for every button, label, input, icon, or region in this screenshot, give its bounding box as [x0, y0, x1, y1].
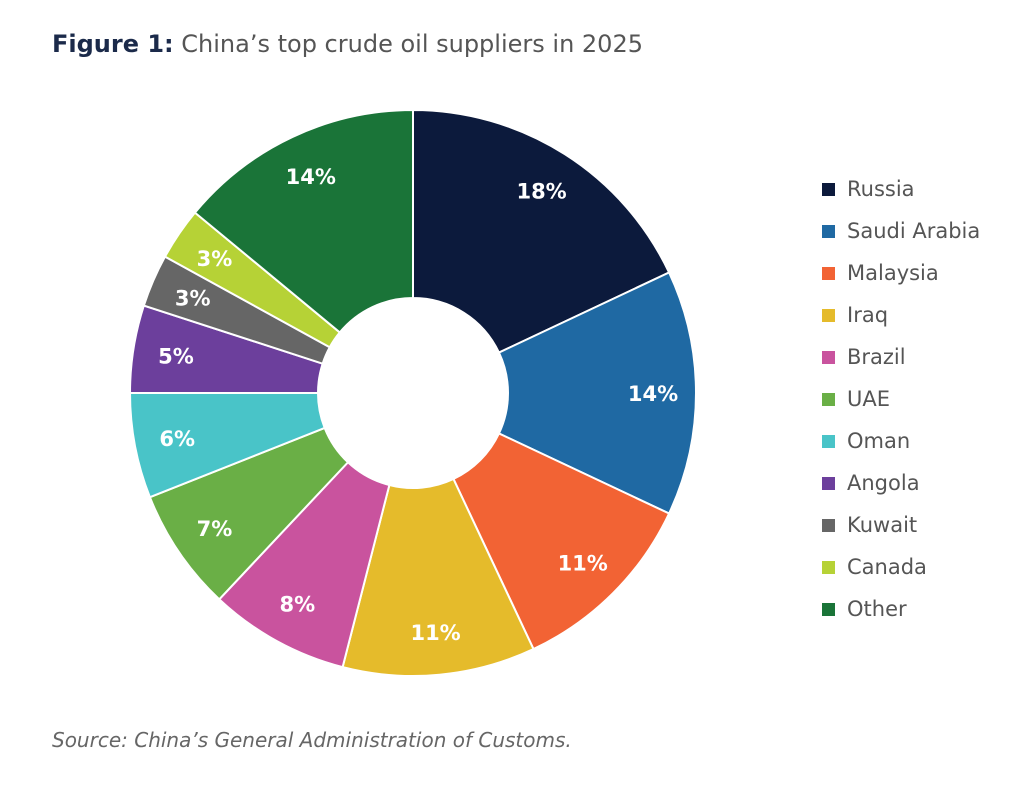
source-note: Source: China’s General Administration o…: [52, 728, 572, 752]
title-text: China’s top crude oil suppliers in 2025: [173, 30, 643, 58]
chart-title: Figure 1: China’s top crude oil supplier…: [52, 30, 643, 58]
data-label: 11%: [558, 552, 608, 576]
data-label: 11%: [410, 621, 460, 645]
legend-item: Other: [822, 588, 980, 630]
legend-swatch: [822, 560, 835, 574]
data-label: 18%: [516, 179, 566, 203]
legend-swatch: [822, 224, 835, 238]
legend-item: Canada: [822, 546, 980, 588]
legend-label: Angola: [847, 471, 920, 495]
slice-iraq: [341, 477, 535, 677]
legend-item: Iraq: [822, 294, 980, 336]
slice-russia: [412, 108, 671, 354]
legend-label: Oman: [847, 429, 911, 453]
legend-label: Brazil: [847, 345, 906, 369]
data-label: 3%: [197, 247, 233, 271]
legend-item: Russia: [822, 168, 980, 210]
legend-label: Russia: [847, 177, 915, 201]
data-label: 14%: [628, 382, 678, 406]
legend-item: Saudi Arabia: [822, 210, 980, 252]
legend: Russia Saudi Arabia Malaysia Iraq Brazil UAE O…: [822, 168, 980, 630]
slice-other: [193, 108, 414, 334]
legend-label: Saudi Arabia: [847, 219, 981, 243]
legend-swatch: [822, 434, 835, 448]
legend-label: Kuwait: [847, 513, 918, 537]
legend-label: UAE: [847, 387, 891, 411]
legend-swatch: [822, 308, 835, 322]
data-label: 7%: [197, 517, 233, 541]
legend-item: Brazil: [822, 336, 980, 378]
legend-item: Oman: [822, 420, 980, 462]
slice-malaysia: [452, 432, 671, 651]
data-label: 5%: [158, 344, 194, 368]
legend-swatch: [822, 392, 835, 406]
figure-number: Figure 1:: [52, 30, 174, 58]
legend-swatch: [822, 266, 835, 280]
legend-swatch: [822, 350, 835, 364]
legend-swatch: [822, 476, 835, 490]
slice-brazil: [217, 460, 391, 669]
legend-label: Canada: [847, 555, 927, 579]
legend-swatch: [822, 182, 835, 196]
data-label: 8%: [280, 592, 316, 616]
legend-swatch: [822, 518, 835, 532]
slice-saudi-arabia: [497, 271, 697, 515]
legend-item: Angola: [822, 462, 980, 504]
data-label: 14%: [286, 165, 336, 189]
data-label: 3%: [175, 287, 211, 311]
legend-item: UAE: [822, 378, 980, 420]
legend-label: Iraq: [847, 303, 889, 327]
data-label: 6%: [159, 427, 195, 451]
legend-label: Malaysia: [847, 261, 939, 285]
legend-label: Other: [847, 597, 907, 621]
legend-item: Kuwait: [822, 504, 980, 546]
legend-item: Malaysia: [822, 252, 980, 294]
legend-swatch: [822, 602, 835, 616]
